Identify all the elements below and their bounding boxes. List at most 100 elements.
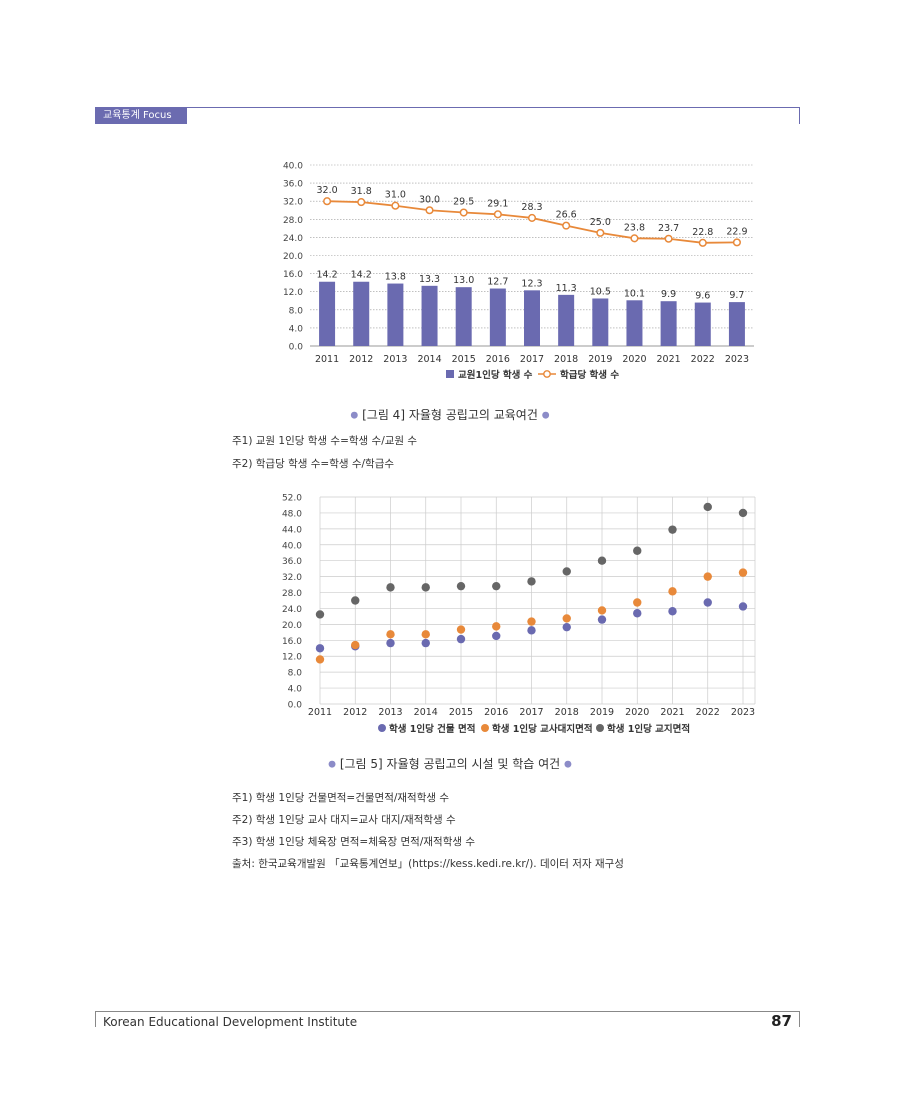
scatter-point [492, 581, 501, 591]
figure-4-caption: ● [그림 4] 자율형 공립고의 교육여건 ● [0, 406, 900, 423]
bar-data-label: 10.5 [590, 286, 611, 297]
caption-bullet-icon: ● [350, 410, 359, 421]
scatter-point [315, 655, 325, 664]
scatter-point [703, 598, 712, 607]
line-point [425, 206, 434, 215]
x-tick-label: 2012 [349, 354, 373, 365]
chart-figure-4: 0.0 4.0 8.0 12.0 16.0 20.0 24.0 28.0 32.0 36.0 40.… [283, 162, 754, 381]
line-point [527, 213, 537, 222]
x-tick-label: 2015 [452, 354, 476, 365]
bar-data-label: 9.7 [729, 290, 744, 301]
legend-swatch [596, 724, 604, 732]
line-point [562, 221, 571, 230]
line-point [493, 210, 502, 219]
x-tick-label: 2016 [486, 354, 510, 365]
line-point [596, 228, 605, 237]
legend-swatch [481, 724, 489, 732]
bar [524, 290, 540, 346]
figure-4-note-1: 주1) 교원 1인당 학생 수=학생 수/교원 수 [232, 435, 418, 447]
scatter-point [562, 567, 571, 576]
x-tick-label: 2021 [657, 354, 681, 365]
scatter-point [527, 577, 536, 586]
line-data-label: 22.9 [726, 226, 747, 237]
legend-swatch-bar [446, 370, 454, 378]
header-section-tag: 교육통계 Focus [95, 107, 187, 124]
x-tick-label: 2014 [417, 354, 441, 365]
y-tick-label: 32.0 [283, 198, 303, 208]
scatter-point [492, 622, 501, 631]
bar-data-label: 13.3 [419, 274, 440, 285]
scatter-point [562, 622, 571, 632]
scatter-point [597, 615, 607, 624]
figure-5-source: 출처: 한국교육개발원 「교육통계연보」(https://kess.kedi.r… [232, 858, 624, 870]
y-tick-label: 8.0 [288, 669, 303, 679]
scatter-point [738, 508, 748, 518]
figure-4-caption-text: [그림 4] 자율형 공립고의 교육여건 [362, 408, 538, 422]
y-tick-label: 8.0 [289, 306, 304, 316]
y-tick-label: 40.0 [282, 541, 302, 551]
x-tick-label: 2015 [449, 707, 473, 718]
scatter-point [633, 598, 642, 607]
footer-institute: Korean Educational Development Institute [103, 1015, 358, 1029]
legend-label: 학생 1인당 교사대지면적 [492, 723, 593, 735]
caption-bullet-icon: ● [541, 410, 550, 421]
scatter-point [633, 546, 642, 555]
line-data-label: 29.1 [487, 198, 508, 209]
line-point [698, 238, 707, 247]
bar [353, 281, 370, 346]
y-tick-label: 16.0 [282, 637, 302, 647]
x-tick-label: 2021 [660, 707, 684, 718]
legend-label-bar: 교원1인당 학생 수 [458, 369, 533, 381]
line-data-label: 31.8 [351, 186, 372, 197]
x-tick-label: 2020 [625, 707, 649, 718]
caption-bullet-icon: ● [328, 759, 336, 770]
x-tick-label: 2017 [519, 707, 543, 718]
y-tick-label: 36.0 [283, 180, 303, 190]
scatter-point [421, 630, 430, 639]
y-tick-label: 4.0 [288, 685, 303, 695]
bar [455, 287, 472, 346]
scatter-point [456, 634, 466, 644]
scatter-point [386, 630, 395, 639]
scatter-point [492, 631, 501, 641]
line-point [323, 197, 332, 206]
x-tick-label: 2012 [343, 707, 367, 718]
scatter-point [527, 617, 536, 626]
footer-rule-tick-left [95, 1011, 96, 1027]
figure-5-note-3: 주3) 학생 1인당 체육장 면적=체육장 면적/재적학생 수 [232, 836, 476, 848]
scatter-point [456, 581, 466, 591]
legend-label: 학생 1인당 교지면적 [607, 723, 690, 735]
x-tick-label: 2013 [383, 354, 407, 365]
line-data-label: 31.0 [385, 190, 406, 201]
bar [421, 285, 438, 346]
scatter-point [633, 609, 642, 618]
scatter-point [351, 640, 360, 650]
bar-data-label: 14.2 [351, 270, 372, 281]
line-point [732, 238, 741, 247]
y-tick-label: 28.0 [283, 216, 303, 226]
scatter-point [562, 614, 571, 623]
bar [489, 288, 506, 346]
bar-data-label: 12.7 [487, 277, 508, 288]
scatter-point [738, 602, 748, 611]
line-data-label: 29.5 [453, 197, 474, 208]
bar-data-label: 9.9 [661, 289, 676, 300]
scatter-point [597, 556, 607, 565]
x-tick-label: 2022 [696, 707, 720, 718]
scatter-point [703, 502, 712, 512]
figure-5-caption: ● [그림 5] 자율형 공립고의 시설 및 학습 여건 ● [0, 755, 900, 772]
caption-bullet-icon: ● [564, 759, 572, 770]
scatter-point [421, 583, 430, 592]
figure-5-note-1: 주1) 학생 1인당 건물면적=건물면적/재적학생 수 [232, 792, 450, 804]
line-data-label: 30.0 [419, 194, 440, 205]
x-tick-label: 2014 [414, 707, 438, 718]
x-tick-label: 2018 [555, 707, 579, 718]
legend-swatch-marker [543, 370, 551, 378]
y-tick-label: 0.0 [288, 701, 303, 711]
y-tick-label: 36.0 [282, 557, 302, 567]
bar-data-label: 13.8 [385, 272, 406, 283]
scatter-point [527, 626, 536, 635]
footer-rule [95, 1011, 800, 1012]
scatter-point [738, 568, 748, 577]
bar-data-label: 9.6 [695, 291, 710, 302]
